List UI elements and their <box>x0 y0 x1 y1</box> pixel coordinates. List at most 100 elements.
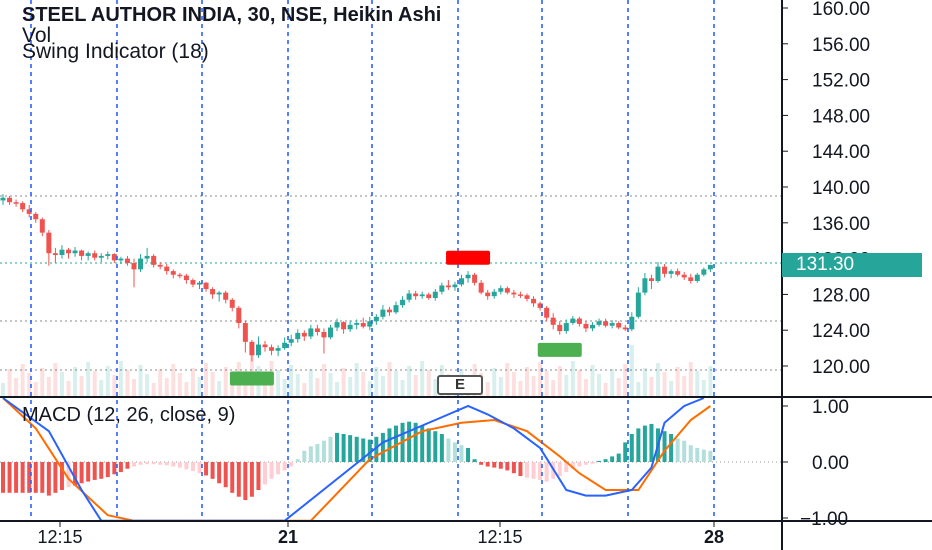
price-tick-label: 124.00 <box>812 321 870 342</box>
candle-body <box>59 249 65 256</box>
candle-body <box>98 255 104 258</box>
volume-bar <box>525 367 529 397</box>
candle-body <box>472 274 478 283</box>
macd-histogram-bar <box>171 462 176 467</box>
session-dividers <box>30 0 715 521</box>
macd-histogram-bar <box>210 462 215 479</box>
candle-body <box>668 271 674 274</box>
candle-body <box>229 299 235 308</box>
macd-histogram-bar <box>230 462 235 493</box>
volume-bar <box>223 367 228 397</box>
candle-body <box>223 292 229 300</box>
macd-histogram-bar <box>525 462 529 478</box>
volume-bar <box>230 376 235 397</box>
volume-bar <box>302 383 307 397</box>
macd-histogram-bar <box>295 459 300 462</box>
macd-histogram-bar <box>564 462 569 473</box>
volume-bar <box>511 372 516 397</box>
volume-bar <box>570 361 575 397</box>
candle-body <box>72 250 78 254</box>
candle-body <box>236 307 242 324</box>
candle-body <box>655 266 661 281</box>
candle-body <box>603 321 609 326</box>
candle-body <box>242 323 248 342</box>
macd-histogram-bar <box>249 462 254 497</box>
volume-bar <box>603 383 608 397</box>
volume-bar <box>492 368 497 397</box>
macd-histogram-bar <box>642 425 647 462</box>
candle-body <box>675 271 681 275</box>
volume-bar <box>164 378 169 397</box>
macd-histogram-bar <box>73 462 78 486</box>
candle-body <box>380 309 386 317</box>
macd-histogram-bar <box>256 462 261 490</box>
candle-body <box>393 305 399 313</box>
candle-body <box>92 253 98 258</box>
volume-bars <box>1 345 713 397</box>
candle-body <box>275 348 281 351</box>
macd-histogram-bar <box>177 462 182 468</box>
candle-body <box>144 255 150 259</box>
candle-body <box>576 318 582 324</box>
candle-body <box>570 318 576 324</box>
volume-bar <box>695 371 700 397</box>
swing-indicator-legend[interactable]: Swing Indicator (18) <box>22 40 209 63</box>
volume-bar <box>367 381 372 397</box>
macd-histogram-bar <box>40 462 45 493</box>
time-tick-label: 28 <box>704 527 724 547</box>
macd-histogram-bar <box>164 462 169 466</box>
volume-bar <box>610 369 615 397</box>
macd-histogram-bar <box>190 462 195 471</box>
volume-legend[interactable]: Vol <box>22 24 52 47</box>
volume-bar <box>629 345 634 397</box>
macd-histogram-bar <box>27 462 32 493</box>
macd-histogram-bar <box>538 462 543 480</box>
macd-histogram-bar <box>223 462 228 488</box>
price-tick-label: 156.00 <box>812 35 870 56</box>
volume-bar <box>597 374 602 397</box>
macd-histogram-bar <box>79 462 84 484</box>
candle-body <box>328 327 333 338</box>
volume-bar <box>197 377 202 397</box>
macd-legend[interactable]: MACD (12, 26, close, 9) <box>22 404 236 426</box>
macd-histogram-bar <box>118 462 123 473</box>
candle-body <box>622 327 628 330</box>
candle-body <box>354 323 360 325</box>
macd-histogram-bar <box>321 440 326 462</box>
time-axis[interactable]: 12:15 21 12:15 28 <box>37 521 724 547</box>
candle-body <box>445 285 451 288</box>
candle-body <box>465 274 471 279</box>
candle-body <box>66 249 71 254</box>
macd-histogram-bar <box>394 425 398 462</box>
volume-bar <box>335 382 340 397</box>
candle-body <box>183 275 189 281</box>
macd-histogram-bar <box>204 462 209 476</box>
volume-bar <box>485 382 490 397</box>
macd-histogram-bar <box>59 462 64 490</box>
macd-histogram-bar <box>505 462 510 471</box>
volume-bar <box>33 382 38 397</box>
volume-bar <box>171 364 176 397</box>
volume-bar <box>433 379 438 397</box>
volume-bar <box>112 375 117 397</box>
chart-title[interactable]: STEEL AUTHOR INDIA, 30, NSE, Heikin Ashi <box>22 4 442 26</box>
candle-body <box>662 266 668 274</box>
candle-body <box>360 323 366 327</box>
macd-histogram-bar <box>636 428 641 462</box>
macd-histogram-bar <box>387 428 392 462</box>
volume-bar <box>564 375 569 397</box>
candle-body <box>314 328 320 332</box>
candle-body <box>203 282 209 290</box>
macd-histogram-bar <box>335 432 340 462</box>
macd-scale[interactable]: 1.00 0.00 −1.00 <box>782 397 849 530</box>
volume-bar <box>27 373 32 397</box>
candle-body <box>537 303 543 308</box>
price-scale[interactable]: 160.00 156.00 152.00 148.00 144.00 140.00 136.… <box>782 0 870 378</box>
volume-bar <box>321 364 326 397</box>
candle-body <box>688 277 694 281</box>
earnings-event-marker[interactable]: E <box>437 375 483 395</box>
candle-body <box>197 282 202 285</box>
candle-body <box>39 219 45 233</box>
candle-body <box>347 324 353 330</box>
